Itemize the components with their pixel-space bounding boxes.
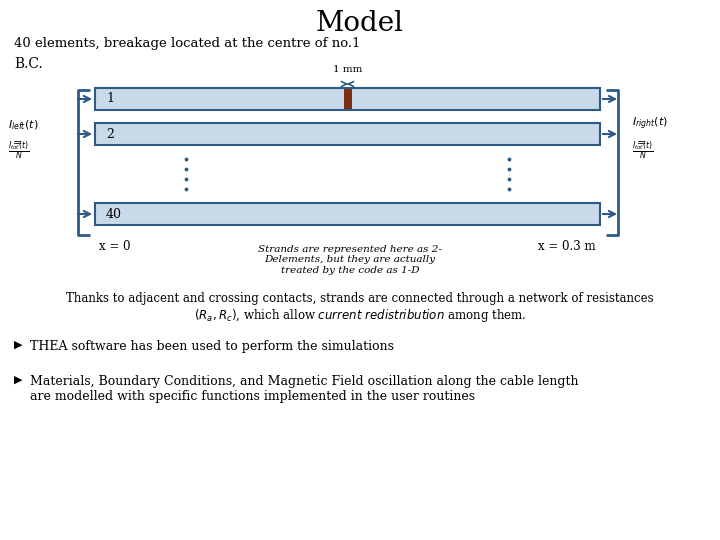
Text: $I_{left}(t)$: $I_{left}(t)$ [8, 118, 38, 132]
Text: Thanks to adjacent and crossing contacts, strands are connected through a networ: Thanks to adjacent and crossing contacts… [66, 292, 654, 305]
Text: $\frac{I_{tot}(t)}{N}$: $\frac{I_{tot}(t)}{N}$ [632, 139, 653, 162]
Text: $=$: $=$ [634, 136, 647, 146]
Text: $I_{right}(t)$: $I_{right}(t)$ [632, 116, 668, 132]
Text: $\frac{I_{tot}(t)}{N}$: $\frac{I_{tot}(t)}{N}$ [8, 139, 30, 162]
Text: are modelled with specific functions implemented in the user routines: are modelled with specific functions imp… [30, 390, 475, 403]
Text: Model: Model [316, 10, 404, 37]
Text: ▶: ▶ [14, 375, 22, 385]
Text: Strands are represented here as 2-
Delements, but they are actually
treated by t: Strands are represented here as 2- Delem… [258, 245, 442, 275]
Text: Materials, Boundary Conditions, and Magnetic Field oscillation along the cable l: Materials, Boundary Conditions, and Magn… [30, 375, 578, 388]
Text: 1: 1 [106, 92, 114, 105]
Text: 40: 40 [106, 207, 122, 220]
Text: $=$: $=$ [10, 136, 22, 146]
Text: x = 0.3 m: x = 0.3 m [539, 240, 596, 253]
Text: ▶: ▶ [14, 340, 22, 350]
Bar [95, 123, 600, 145]
Bar [343, 89, 351, 109]
Text: 1 mm: 1 mm [333, 65, 362, 74]
Text: 2: 2 [106, 127, 114, 140]
Bar [95, 203, 600, 225]
Text: $(R_a,R_c)$, which allow $\mathit{current\ redistribution}$ among them.: $(R_a,R_c)$, which allow $\mathit{curren… [194, 307, 526, 324]
Text: THEA software has been used to perform the simulations: THEA software has been used to perform t… [30, 340, 394, 353]
Bar [95, 88, 600, 110]
Text: B.C.: B.C. [14, 57, 42, 71]
Text: x = 0: x = 0 [99, 240, 130, 253]
Text: 40 elements, breakage located at the centre of no.1: 40 elements, breakage located at the cen… [14, 37, 361, 50]
